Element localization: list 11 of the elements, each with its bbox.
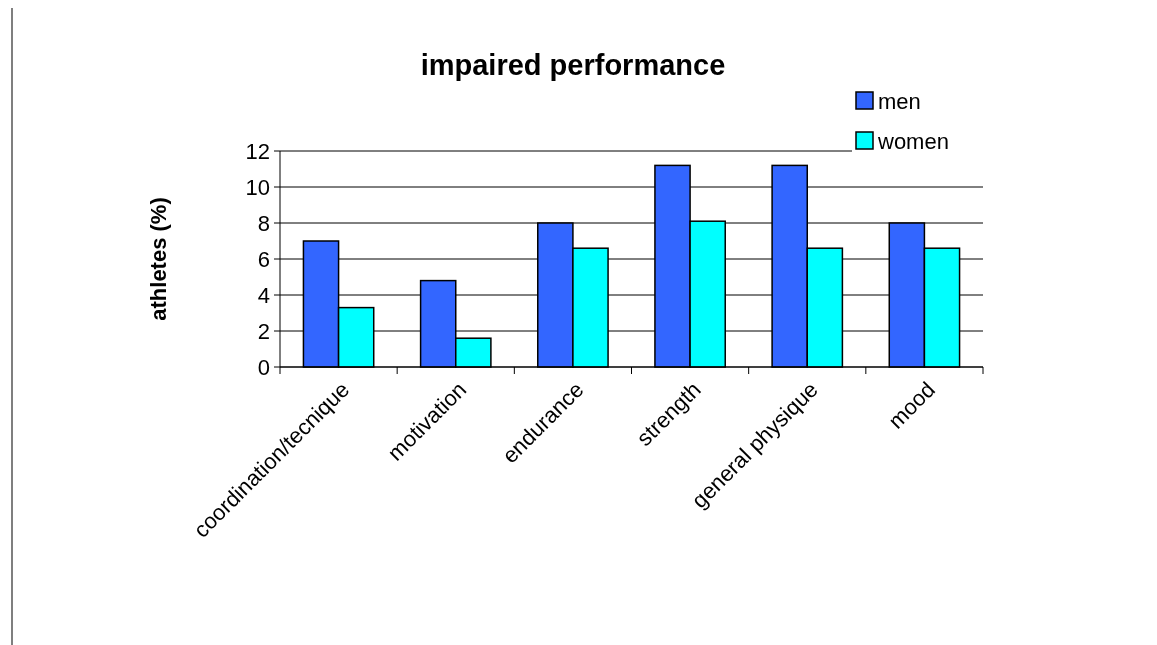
legend-label: women — [877, 128, 949, 154]
y-tick-label: 0 — [257, 354, 270, 380]
y-tick-label: 8 — [257, 210, 270, 236]
y-tick-label: 12 — [245, 138, 270, 164]
y-tick-label: 4 — [257, 282, 270, 308]
y-tick-label: 2 — [257, 318, 270, 344]
y-axis-title: athletes (%) — [146, 197, 171, 321]
chart-title: impaired performance — [420, 49, 726, 81]
y-tick-label: 10 — [245, 174, 270, 200]
y-tick-label: 6 — [257, 246, 270, 272]
legend-label: men — [878, 88, 921, 114]
